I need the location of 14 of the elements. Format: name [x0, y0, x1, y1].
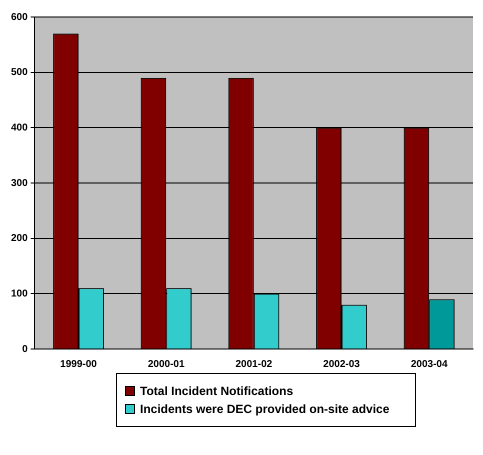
y-tick-label: 500: [10, 67, 28, 78]
legend-label: Total Incident Notifications: [140, 384, 294, 398]
legend-label: Incidents were DEC provided on-site advice: [140, 402, 390, 416]
y-tick-label: 300: [10, 178, 28, 189]
x-tick-label: 2001-02: [235, 358, 273, 370]
y-tick-label: 200: [10, 233, 28, 244]
x-tick-label: 2003-04: [410, 358, 448, 370]
x-tick-label: 2002-03: [323, 358, 360, 370]
y-tick-label: 600: [10, 12, 28, 23]
y-tick-label: 0: [22, 344, 28, 355]
x-tick-label: 2000-01: [148, 358, 185, 370]
y-tick-label: 100: [10, 288, 28, 300]
y-tick-label: 400: [10, 122, 28, 134]
x-tick-label: 1999-00: [60, 358, 98, 370]
